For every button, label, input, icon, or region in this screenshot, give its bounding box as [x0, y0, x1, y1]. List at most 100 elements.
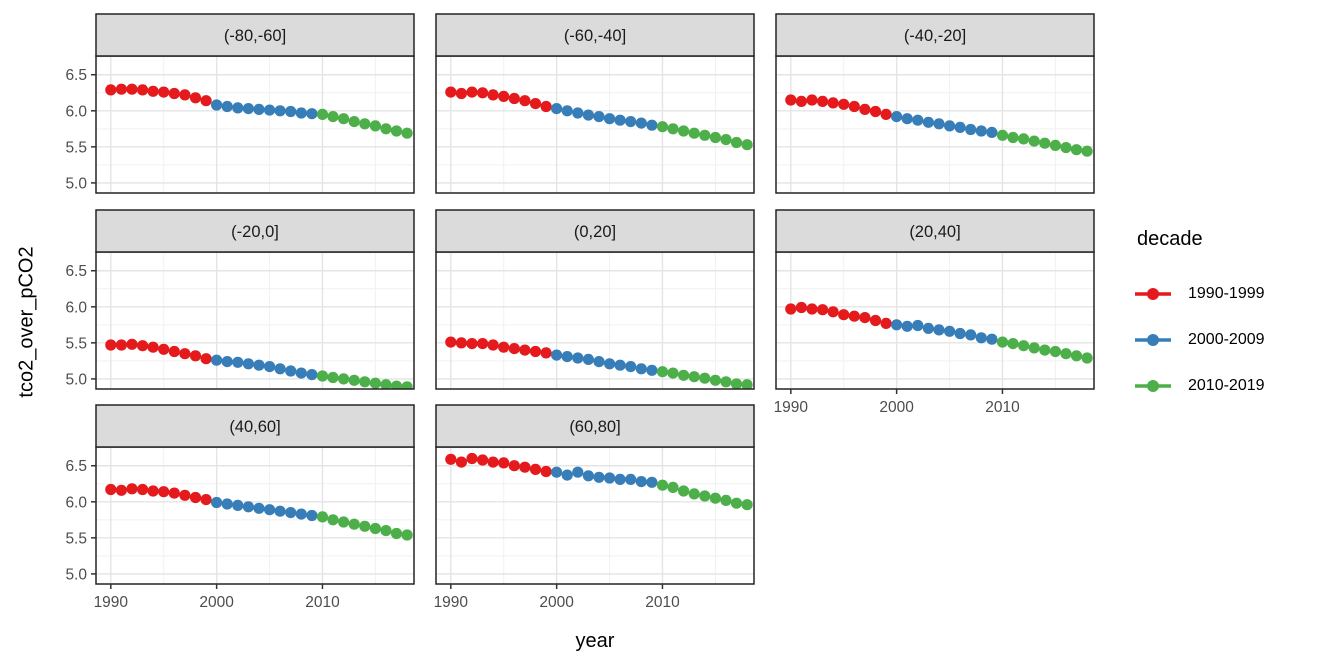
y-tick-label: 6.5: [65, 67, 87, 84]
x-tick-label: 2010: [985, 399, 1020, 416]
data-point: [646, 476, 658, 488]
x-tick-label: 2010: [645, 594, 680, 611]
data-point: [540, 465, 552, 478]
data-point: [582, 470, 595, 482]
y-tick-label: 6.5: [65, 458, 87, 475]
data-point: [200, 353, 212, 365]
facet-(20,40]: (20,40] 1990 2000 2010: [774, 209, 1095, 416]
data-point: [785, 303, 797, 315]
data-point: [338, 113, 350, 125]
data-point: [656, 479, 669, 491]
data-point: [986, 126, 998, 138]
data-point: [986, 333, 998, 345]
data-point: [327, 371, 339, 384]
facet-strip-label: (-20,0]: [231, 223, 279, 241]
data-point: [1081, 145, 1093, 157]
facet-strip: [775, 13, 1095, 57]
y-tick-label: 6.0: [65, 299, 87, 316]
facet-strip-label: (20,40]: [909, 223, 960, 241]
data-point: [232, 356, 244, 368]
facet-strip-label: (60,80]: [569, 418, 620, 436]
x-tick-label: 2000: [879, 399, 914, 416]
data-point: [359, 520, 371, 532]
data-point: [477, 454, 489, 466]
data-point: [264, 361, 276, 373]
facet-strip: [95, 209, 415, 253]
y-tick-label: 5.0: [65, 566, 87, 583]
facet-(-40,-20]: (-40,-20]: [775, 13, 1095, 194]
data-point: [316, 108, 329, 120]
data-point: [242, 103, 254, 115]
data-point: [274, 105, 286, 117]
data-point: [274, 505, 286, 517]
panel-background: [776, 252, 1094, 389]
data-point: [582, 353, 595, 365]
data-point: [869, 105, 882, 118]
data-point: [891, 111, 903, 123]
data-point: [891, 319, 903, 331]
legend-label: 2010-2019: [1188, 377, 1265, 394]
data-point: [551, 103, 563, 115]
data-point: [158, 86, 170, 98]
data-point: [380, 123, 392, 135]
data-point: [688, 488, 700, 500]
data-point: [678, 369, 690, 381]
y-tick-label: 5.0: [65, 175, 87, 192]
data-point: [359, 376, 371, 388]
data-point: [730, 497, 743, 509]
data-point: [137, 483, 149, 496]
facet-(60,80]: (60,80] 1990 2000 2010: [434, 404, 755, 611]
data-point: [221, 356, 233, 368]
legend-entry-1990-1999: 1990-1999: [1133, 271, 1338, 317]
data-point: [306, 369, 318, 381]
data-point: [1070, 144, 1083, 156]
data-point: [487, 456, 499, 468]
data-point: [1060, 348, 1072, 360]
facet-(-60,-40]: (-60,-40]: [435, 13, 755, 194]
data-point: [551, 349, 563, 361]
data-point: [817, 95, 829, 107]
data-point: [338, 373, 350, 385]
data-point: [572, 466, 584, 478]
data-point: [996, 336, 1009, 348]
data-point: [688, 127, 700, 139]
data-point: [922, 322, 935, 334]
data-point: [720, 376, 732, 388]
data-point: [253, 103, 265, 115]
data-point: [699, 129, 711, 141]
data-point: [519, 95, 531, 107]
data-point: [975, 332, 987, 344]
data-point: [933, 324, 945, 336]
legend-title: decade: [1137, 228, 1203, 250]
data-point: [880, 108, 892, 120]
data-point: [678, 485, 690, 497]
data-point: [158, 343, 170, 355]
data-point: [635, 363, 647, 375]
data-point: [115, 83, 127, 95]
data-point: [944, 325, 956, 337]
data-point: [264, 504, 276, 516]
panel-background: [96, 447, 414, 584]
data-point: [741, 379, 753, 389]
data-point: [295, 107, 307, 119]
data-point: [242, 358, 254, 370]
data-point: [168, 487, 180, 499]
data-point: [604, 472, 616, 484]
x-axis-title: year: [575, 630, 615, 652]
data-point: [168, 87, 180, 100]
data-point: [200, 494, 212, 506]
data-point: [848, 100, 860, 113]
x-tick-label: 1990: [434, 594, 469, 611]
data-point: [137, 340, 149, 352]
data-point: [1018, 340, 1030, 352]
data-point: [401, 529, 413, 541]
y-tick-label: 6.5: [65, 263, 87, 280]
data-point: [105, 339, 117, 351]
data-point: [1060, 142, 1072, 154]
data-point: [529, 345, 542, 358]
data-point: [508, 92, 520, 105]
data-point: [635, 476, 647, 488]
data-point: [1007, 338, 1019, 350]
data-point: [954, 121, 966, 133]
data-point: [285, 365, 297, 377]
